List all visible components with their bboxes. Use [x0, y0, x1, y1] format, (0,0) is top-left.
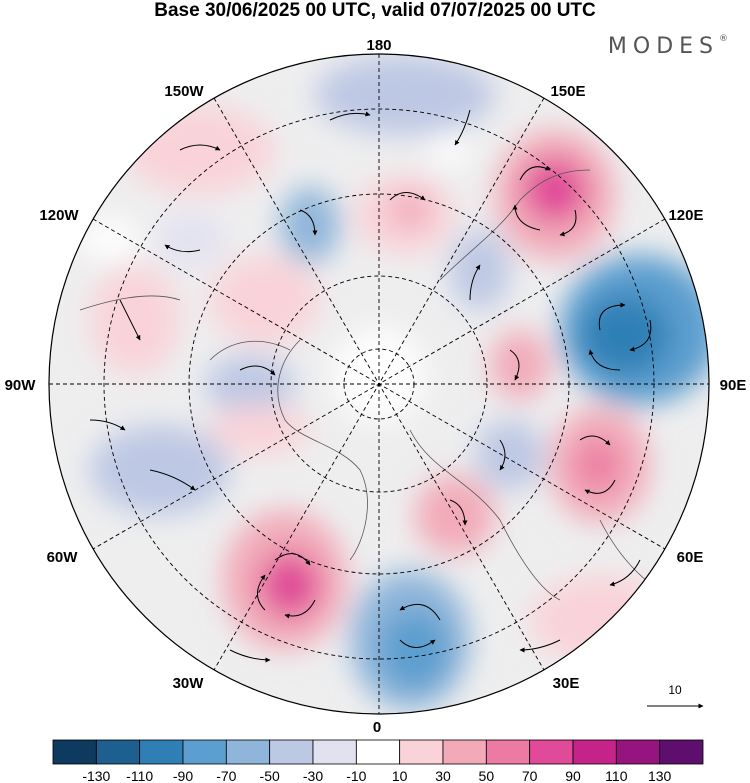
colorbar-tick-label: 90 [565, 768, 581, 783]
colorbar-swatch [95, 739, 141, 765]
colorbar-tick-label: 30 [435, 768, 451, 783]
lon-label-90e: 90E [720, 377, 747, 394]
coastlines [79, 169, 681, 601]
colorbar-swatch [312, 739, 357, 765]
lon-label-120e: 120E [668, 207, 703, 224]
colorbar-swatch [52, 739, 97, 765]
map-title: Base 30/06/2025 00 UTC, valid 07/07/2025… [154, 0, 596, 21]
colorbar-swatch [225, 739, 271, 765]
colorbar-tick-label: -30 [303, 768, 323, 783]
colorbar-swatch [442, 739, 487, 765]
graticule [49, 54, 709, 714]
brand-text: MODES [607, 34, 719, 59]
lon-label-120w: 120W [39, 207, 79, 224]
lon-label-30w: 30W [173, 675, 205, 692]
colorbar-tick-label: 10 [392, 768, 408, 783]
colorbar-swatch [529, 739, 574, 765]
colorbar-tick-labels: -130 -110 -90 -70 -50 -30 -10 10 30 50 70 90 110 130 [82, 768, 671, 783]
lon-label-150w: 150W [164, 83, 204, 100]
colorbar-swatch [182, 739, 227, 765]
registered-mark: ® [719, 33, 728, 44]
colorbar-swatch [615, 739, 661, 765]
colorbar-tick-label: 130 [648, 768, 672, 783]
colorbar-swatch [572, 739, 617, 765]
colorbar-swatch [139, 739, 184, 765]
colorbar-tick-label: 50 [479, 768, 495, 783]
lon-label-60w: 60W [47, 549, 79, 566]
colorbar-swatch [485, 739, 531, 765]
colorbar-swatch [399, 739, 444, 765]
lon-label-90w: 90W [5, 377, 37, 394]
colorbar-tick-label: -90 [173, 768, 193, 783]
colorbar-tick-label: -50 [260, 768, 280, 783]
colorbar-swatch [659, 739, 704, 765]
colorbar-tick-label: -10 [346, 768, 366, 783]
colorbar-tick-label: -70 [216, 768, 236, 783]
modes-logo: MODES® [608, 34, 728, 59]
colorbar-swatch [355, 739, 401, 765]
colorbar-tick-label: -130 [82, 768, 110, 783]
colorbar-tick-label: 110 [605, 768, 628, 783]
lon-label-30e: 30E [553, 675, 580, 692]
colorbar [52, 739, 704, 765]
reference-vector: 10 [647, 683, 704, 709]
wind-vectors [89, 109, 652, 663]
colorbar-tick-label: 70 [522, 768, 538, 783]
map-boundary [48, 53, 710, 715]
lon-label-60e: 60E [677, 549, 704, 566]
longitude-labels: 180 150E 120E 90E 60E 30E 0 30W 60W 90W … [5, 37, 747, 736]
lon-label-180: 180 [366, 37, 391, 54]
reference-vector-value: 10 [668, 683, 682, 697]
colorbar-swatch [269, 739, 314, 765]
lon-label-0: 0 [373, 719, 381, 736]
lon-label-150e: 150E [550, 83, 585, 100]
colorbar-tick-label: -110 [126, 768, 153, 783]
